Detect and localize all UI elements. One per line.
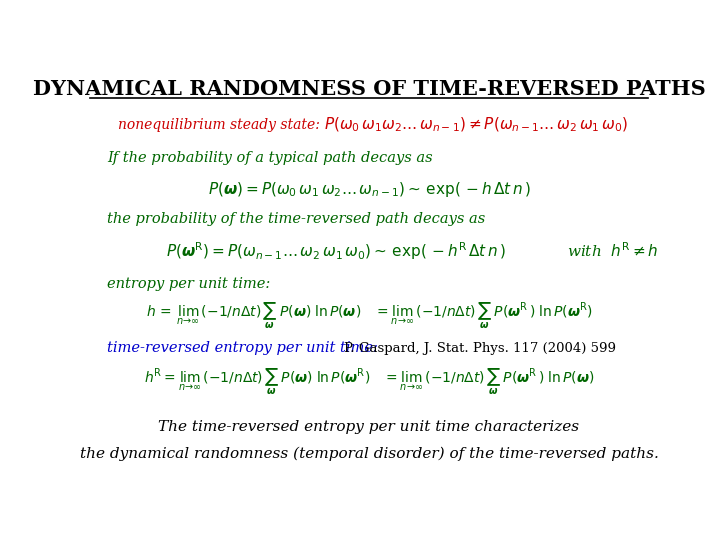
Text: $h^{\mathrm{R}} = \lim_{n\to\infty}\,(-1/n\Delta t)\,\sum_{\boldsymbol{\omega}}\: $h^{\mathrm{R}} = \lim_{n\to\infty}\,(-1… [144, 367, 594, 397]
Text: The time-reversed entropy per unit time characterizes: The time-reversed entropy per unit time … [158, 420, 580, 434]
Text: $P(\boldsymbol{\omega}^{\mathrm{R}}) = P(\omega_{n-1} \ldots\, \omega_2\,\omega_: $P(\boldsymbol{\omega}^{\mathrm{R}}) = P… [166, 240, 505, 262]
Text: DYNAMICAL RANDOMNESS OF TIME-REVERSED PATHS: DYNAMICAL RANDOMNESS OF TIME-REVERSED PA… [32, 79, 706, 99]
Text: with  $h^{\mathrm{R}} \neq h$: with $h^{\mathrm{R}} \neq h$ [567, 242, 659, 260]
Text: entropy per unit time:: entropy per unit time: [107, 278, 270, 292]
Text: the probability of the time-reversed path decays as: the probability of the time-reversed pat… [107, 212, 485, 226]
Text: P. Gaspard, J. Stat. Phys. 117 (2004) 599: P. Gaspard, J. Stat. Phys. 117 (2004) 59… [344, 342, 616, 355]
Text: $h\, =\, \lim_{n\to\infty}\,(-1/n\Delta t)\,\sum_{\boldsymbol{\omega}}\; P(\bold: $h\, =\, \lim_{n\to\infty}\,(-1/n\Delta … [145, 301, 593, 332]
Text: the dynamical randomness (temporal disorder) of the time-reversed paths.: the dynamical randomness (temporal disor… [80, 447, 658, 461]
Text: time-reversed entropy per unit time:: time-reversed entropy per unit time: [107, 341, 377, 355]
Text: $P(\omega_0\,\omega_1\omega_2 \ldots\, \omega_{n-1}) \neq P(\omega_{n-1} \ldots\: $P(\omega_0\,\omega_1\omega_2 \ldots\, \… [324, 116, 629, 134]
Text: nonequilibrium steady state:: nonequilibrium steady state: [118, 118, 320, 132]
Text: If the probability of a typical path decays as: If the probability of a typical path dec… [107, 151, 433, 165]
Text: $P(\boldsymbol{\omega}) = P(\omega_0\,\omega_1\,\omega_2 \ldots\, \omega_{n-1}) : $P(\boldsymbol{\omega}) = P(\omega_0\,\o… [207, 180, 531, 199]
